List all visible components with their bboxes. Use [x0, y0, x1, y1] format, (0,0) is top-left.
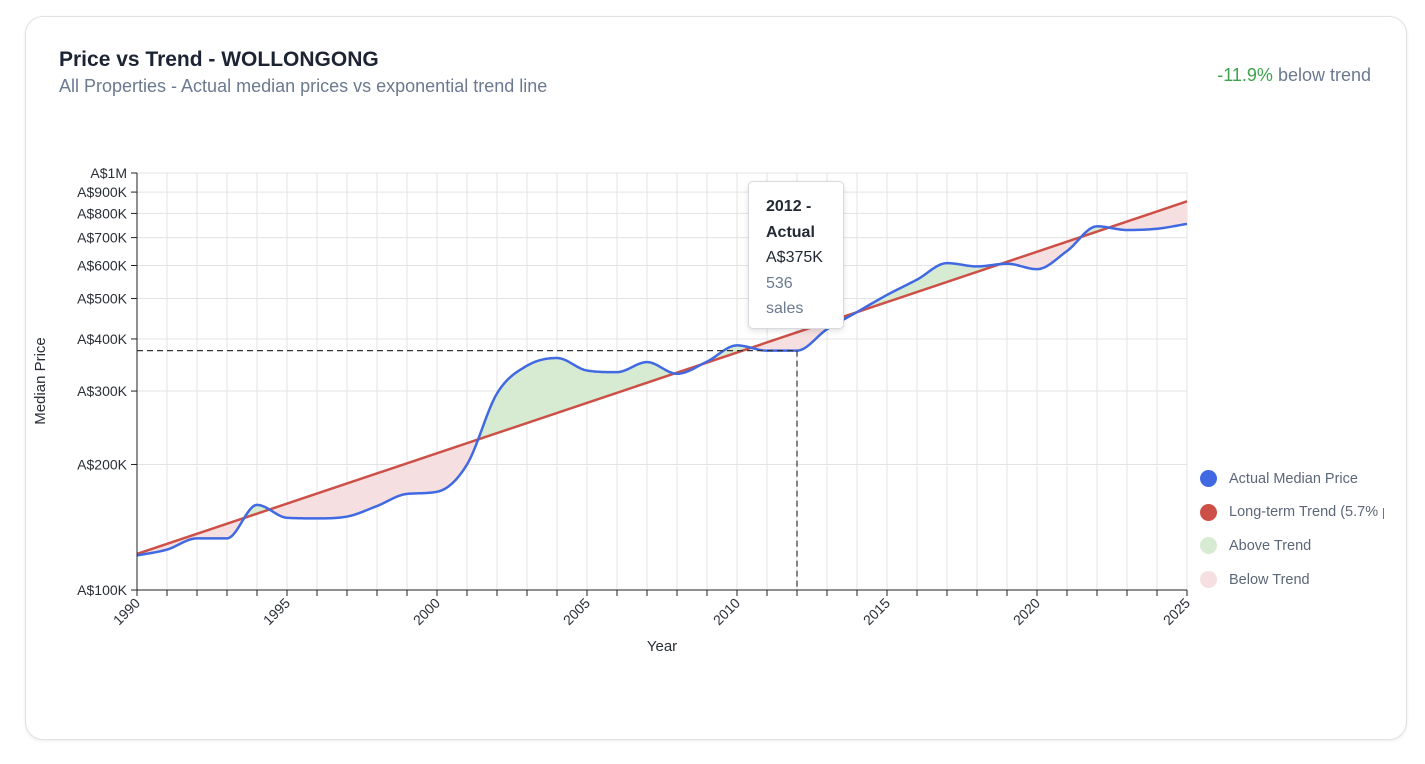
series-lines — [136, 200, 1188, 557]
trend-delta: -11.9% below trend — [1217, 65, 1371, 86]
x-tick-label: 1995 — [260, 595, 293, 628]
x-tick-label: 2000 — [410, 595, 443, 628]
legend-swatch-trend — [1200, 503, 1217, 521]
legend-item-trend[interactable]: Long-term Trend (5.7% p.a.) — [1200, 496, 1384, 530]
y-tick-label: A$700K — [77, 230, 127, 246]
tooltip-title-line1: 2012 - — [766, 198, 812, 215]
chart-title: Price vs Trend - WOLLONGONG — [59, 48, 379, 71]
crosshair — [137, 350, 798, 590]
x-tick-label: 2005 — [560, 595, 593, 628]
y-tick-label: A$600K — [77, 258, 127, 274]
above-trend-fill — [478, 358, 675, 440]
y-tick-label: A$100K — [77, 582, 127, 598]
x-tick-label: 2025 — [1160, 595, 1193, 628]
x-tick-label: 2010 — [710, 595, 743, 628]
legend-swatch-above — [1200, 537, 1217, 555]
trend-line — [136, 200, 1188, 556]
y-tick-label: A$900K — [77, 184, 127, 200]
grid — [136, 172, 1188, 591]
y-tick-label: A$1M — [90, 165, 127, 181]
x-tick-label: 2020 — [1010, 595, 1043, 628]
trend-delta-text: below trend — [1277, 65, 1371, 85]
y-tick-label: A$300K — [77, 383, 127, 399]
tooltip-sales-count: 536 — [766, 274, 793, 292]
tooltip-sales-label: sales — [766, 300, 804, 317]
y-tick-label: A$200K — [77, 456, 127, 472]
chart-legend: Actual Median Price Long-term Trend (5.7… — [1200, 462, 1384, 596]
legend-label-actual: Actual Median Price — [1229, 470, 1358, 487]
tooltip-title-line2: Actual — [766, 223, 815, 241]
below-trend-fill — [269, 439, 479, 519]
chart-subtitle: All Properties - Actual median prices vs… — [59, 76, 548, 96]
legend-item-below[interactable]: Below Trend — [1200, 563, 1384, 597]
tooltip-price: A$375K — [766, 249, 823, 266]
x-tick-label: 1990 — [110, 595, 143, 628]
trend-delta-value: -11.9% — [1217, 65, 1273, 85]
y-axis-title: Median Price — [32, 337, 49, 425]
x-axis-title: Year — [647, 638, 677, 655]
y-tick-label: A$400K — [77, 331, 127, 347]
legend-label-below: Below Trend — [1229, 571, 1310, 588]
legend-item-actual[interactable]: Actual Median Price — [1200, 462, 1384, 496]
actual-price-line — [136, 222, 1188, 557]
y-tick-label: A$800K — [77, 205, 127, 221]
legend-item-above[interactable]: Above Trend — [1200, 529, 1384, 563]
legend-label-above: Above Trend — [1229, 537, 1312, 554]
hover-tooltip: 2012 - Actual A$375K 536 sales — [748, 181, 844, 329]
legend-swatch-below — [1200, 571, 1217, 589]
chart-card — [25, 16, 1407, 740]
y-tick-label: A$500K — [77, 291, 127, 307]
axes: A$100K A$200K A$300K A$400K A$500K A$600K A$70… — [77, 165, 1193, 628]
legend-label-trend: Long-term Trend (5.7% p.a.) — [1229, 504, 1384, 521]
legend-swatch-actual — [1200, 470, 1217, 488]
x-tick-label: 2015 — [860, 595, 893, 628]
